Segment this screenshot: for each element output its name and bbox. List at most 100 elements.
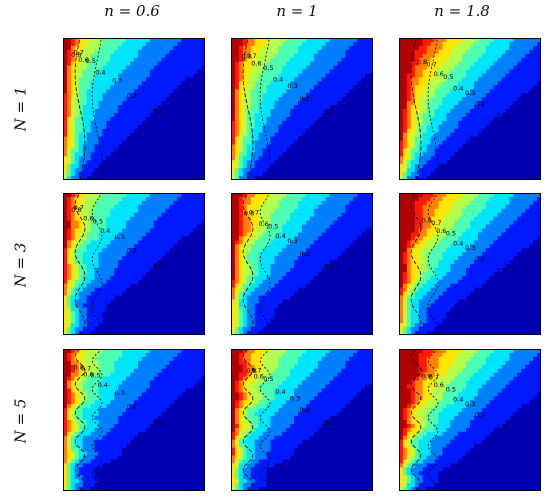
contour-cell [181,299,186,305]
contour-cell [114,193,119,198]
contour-cell [126,116,131,122]
contour-cell [141,307,147,312]
contour-cell [185,65,190,71]
contour-cell [141,447,147,453]
contour-cell [70,331,76,335]
contour-cell [149,380,155,386]
contour-cell [246,101,252,106]
contour-cell [181,200,186,206]
contour-cell [82,392,88,397]
contour-cell [66,412,72,417]
contour-cell [90,232,96,237]
contour-cell [169,487,175,491]
contour-cell [298,132,303,138]
contour-cell [106,252,111,257]
contour-cell [321,65,327,71]
contour-cell [78,471,84,476]
contour-cell [94,315,100,320]
contour-cell [70,487,76,491]
contour-cell [122,471,127,476]
contour-cell [106,69,111,75]
contour-cell [78,267,84,273]
contour-cell [309,156,315,161]
contour-cell [102,256,107,261]
contour-cell [325,93,331,98]
contour-cell [98,475,104,480]
contour-cell [177,311,182,316]
contour-cell [185,451,190,457]
contour-cell [118,152,123,157]
contour-cell [126,291,131,297]
contour-cell [106,256,111,261]
contour-cell [98,85,104,90]
contour-cell [102,208,107,214]
contour-cell [337,164,343,169]
contour-cell [90,132,96,138]
contour-cell [165,475,171,480]
contour-cell [102,69,107,75]
contour-cell [309,93,315,98]
contour-cell [98,372,104,378]
contour-cell [302,49,307,55]
contour-cell [74,483,80,488]
contour-cell [329,49,335,55]
contour-cell [86,77,92,82]
contour-cell [70,279,76,285]
contour-cell [66,193,72,198]
contour-cell [70,287,76,293]
contour-cell [63,400,68,405]
contour-cell [173,323,178,328]
contour-cell [63,420,68,425]
contour-cell [78,479,84,484]
contour-cell [169,315,175,320]
contour-cell [118,77,123,82]
contour-cell [337,73,343,79]
contour-cell [134,435,139,441]
contour-cell [294,49,299,55]
contour-cell [118,132,123,138]
contour-cell [321,49,327,55]
contour-cell [94,236,100,241]
contour-cell [231,132,236,138]
contour-cell [122,319,127,324]
contour-cell [94,45,100,51]
contour-cell [193,120,198,126]
contour-cell [90,152,96,157]
contour-cell [82,105,88,110]
contour-cell [66,380,72,386]
contour-cell [82,356,88,362]
contour-cell [189,53,194,59]
contour-cell [70,260,76,265]
contour-cell [118,200,123,206]
contour-cell [110,208,115,214]
contour-cell [90,487,96,491]
contour-cell [201,81,205,86]
contour-cell [161,360,167,366]
contour-cell [234,168,240,173]
contour-cell [258,89,264,94]
contour-cell [114,81,119,86]
contour-cell [173,279,178,285]
contour-cell [181,459,186,464]
contour-cell [165,487,171,491]
contour-cell [66,85,72,90]
contour-cell [134,244,139,249]
contour-cell [126,435,131,441]
contour-cell [189,57,194,63]
contour-cell [110,61,115,67]
contour-cell [177,487,182,491]
contour-cell [234,101,240,106]
contour-cell [70,120,76,126]
contour-cell [134,423,139,429]
contour-cell [94,172,100,177]
contour-cell [74,291,80,297]
contour-cell [161,408,167,413]
contour-cell [149,352,155,358]
contour-cell [130,156,135,161]
contour-cell [70,459,76,464]
contour-cell [90,283,96,289]
contour-cell [130,77,135,82]
contour-cell [177,392,182,397]
contour-cell [242,69,248,75]
contour-cell [193,140,198,146]
